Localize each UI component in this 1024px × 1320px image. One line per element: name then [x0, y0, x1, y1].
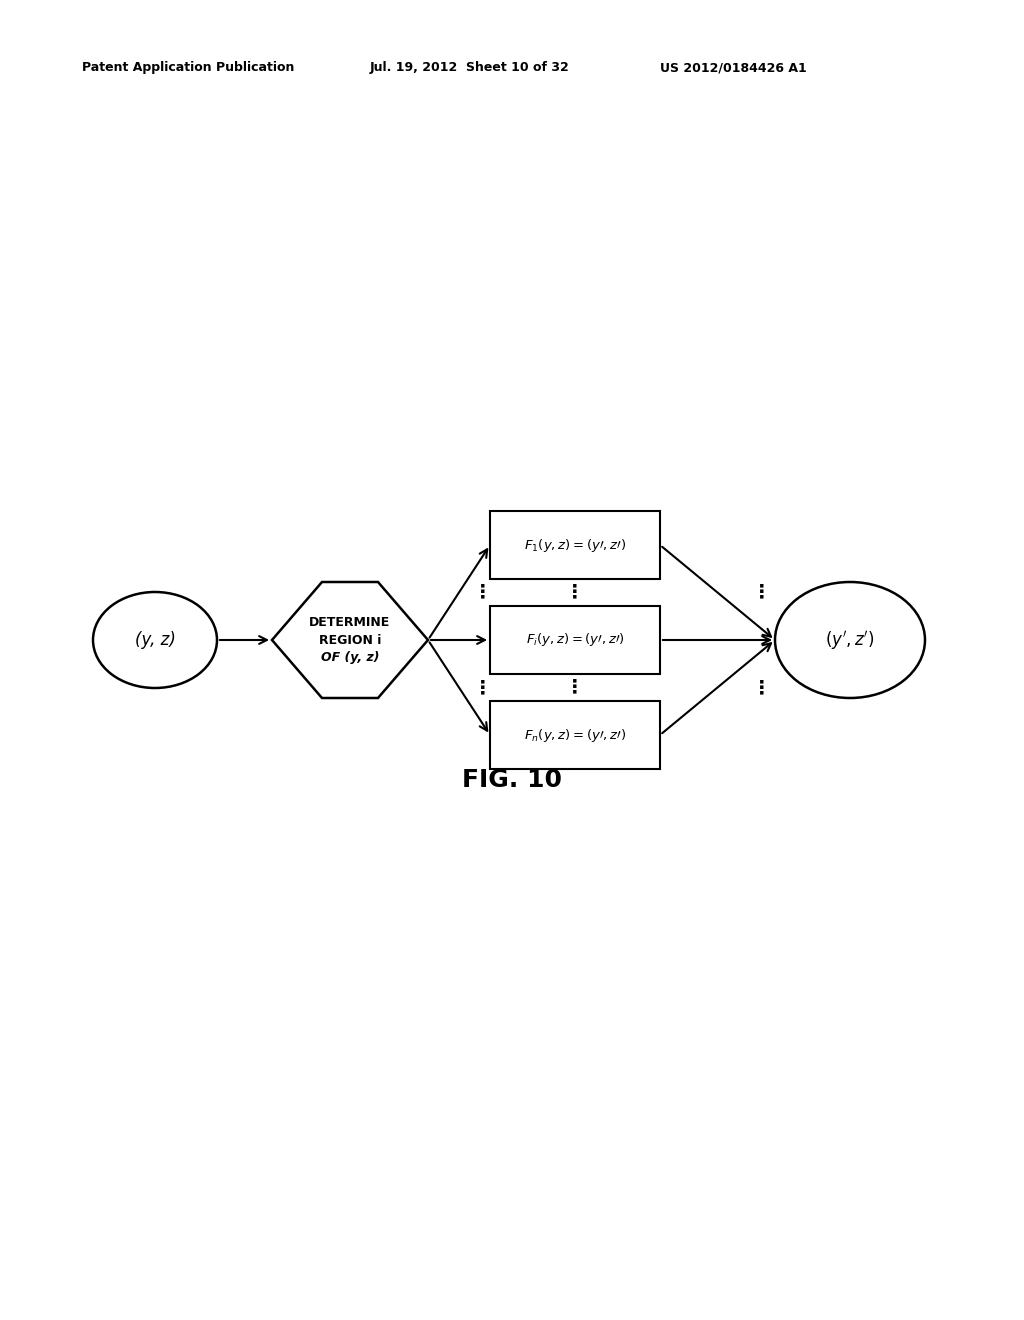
- Text: ⋮: ⋮: [473, 582, 493, 602]
- Text: $F_1(y, z) = (y\prime, z\prime)$: $F_1(y, z) = (y\prime, z\prime)$: [524, 536, 626, 553]
- Text: ⋮: ⋮: [565, 677, 585, 697]
- Text: (y, z): (y, z): [134, 631, 175, 649]
- Text: ⋮: ⋮: [565, 582, 585, 602]
- Text: Jul. 19, 2012  Sheet 10 of 32: Jul. 19, 2012 Sheet 10 of 32: [370, 62, 569, 74]
- Text: $F_n(y, z) = (y\prime, z\prime)$: $F_n(y, z) = (y\prime, z\prime)$: [524, 726, 626, 743]
- Text: OF (y, z): OF (y, z): [321, 652, 379, 664]
- Text: FIG. 10: FIG. 10: [462, 768, 562, 792]
- Text: REGION i: REGION i: [318, 634, 381, 647]
- Text: ⋮: ⋮: [753, 678, 772, 697]
- Text: ⋮: ⋮: [753, 582, 772, 602]
- Text: ⋮: ⋮: [473, 678, 493, 697]
- Text: DETERMINE: DETERMINE: [309, 615, 390, 628]
- Text: $F_i(y, z) = (y\prime, z\prime)$: $F_i(y, z) = (y\prime, z\prime)$: [525, 631, 625, 648]
- Text: $(y', z')$: $(y', z')$: [825, 628, 874, 652]
- Text: US 2012/0184426 A1: US 2012/0184426 A1: [660, 62, 807, 74]
- Text: Patent Application Publication: Patent Application Publication: [82, 62, 294, 74]
